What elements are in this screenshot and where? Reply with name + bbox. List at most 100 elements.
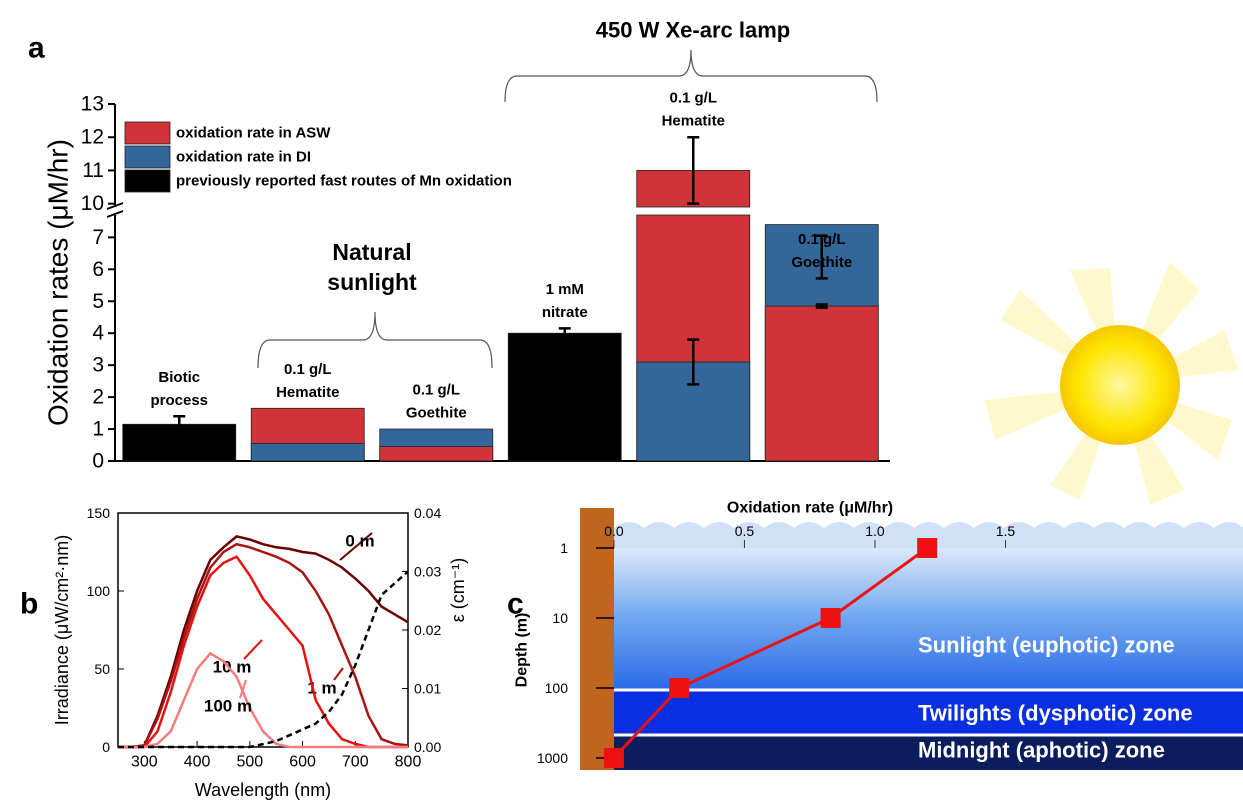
category-label: Hematite <box>276 384 339 401</box>
category-label: Biotic <box>158 369 200 386</box>
label-arrow <box>333 667 344 681</box>
series-label: 0 m <box>345 532 374 551</box>
series-line <box>118 651 408 749</box>
x-tick-label: 500 <box>236 754 263 771</box>
y-tick-label: 13 <box>81 93 104 116</box>
legend-label: oxidation rate in DI <box>176 149 311 166</box>
y-tick-label: 10 <box>552 610 568 626</box>
category-label: 0.1 g/L <box>798 231 846 248</box>
category-label: 0.1 g/L <box>669 90 717 107</box>
category-label: process <box>150 392 208 409</box>
data-point <box>603 748 624 768</box>
y2-tick-label: 0.03 <box>414 564 441 580</box>
y2-tick-label: 0.04 <box>414 505 441 521</box>
y-tick-label: 0 <box>92 450 104 473</box>
panel-label: a <box>28 32 45 65</box>
x-tick-label: 0.0 <box>604 523 624 539</box>
x-tick-label: 1.5 <box>996 523 1016 539</box>
legend-label: oxidation rate in ASW <box>176 125 331 142</box>
y2-tick-label: 0.02 <box>414 622 441 638</box>
series-line <box>118 570 409 749</box>
ocean-background <box>580 508 1243 770</box>
label-arrow <box>339 532 373 561</box>
x-tick-label: 400 <box>184 754 211 771</box>
error-bar <box>687 338 700 386</box>
data-point <box>669 678 690 698</box>
y-tick-label: 2 <box>92 386 104 409</box>
group-brace <box>504 49 878 103</box>
category-label: 1 mM <box>546 281 584 298</box>
category-label: 0.1 g/L <box>284 361 332 378</box>
y2-tick-label: 0.01 <box>414 681 441 697</box>
legend-swatch <box>124 169 171 193</box>
data-point <box>820 608 841 628</box>
x-tick-label: 0.5 <box>735 523 755 539</box>
y2-axis-label: ε (cm⁻¹) <box>448 558 468 623</box>
y-tick-label: 50 <box>94 661 110 677</box>
y-tick-label: 7 <box>92 226 104 249</box>
category-label: Hematite <box>662 113 725 130</box>
x-tick-label: 1.0 <box>865 523 885 539</box>
x-axis-label: Wavelength (nm) <box>195 780 331 800</box>
error-bar <box>815 303 828 309</box>
category-label: Goethite <box>406 405 467 422</box>
x-tick-label: 800 <box>395 754 422 771</box>
group-label: 450 W Xe-arc lamp <box>596 18 790 43</box>
bar <box>764 305 879 462</box>
series-line <box>118 535 409 749</box>
series-line <box>118 555 408 749</box>
error-bar <box>173 415 186 434</box>
sun <box>985 262 1238 505</box>
panel-label: b <box>20 588 38 621</box>
x-tick-label: 700 <box>342 754 369 771</box>
bar <box>250 443 365 462</box>
y-tick-label: 5 <box>92 290 104 313</box>
y-tick-label: 4 <box>92 322 104 345</box>
category-label: nitrate <box>542 304 588 321</box>
y-tick-label: 10 <box>81 192 104 215</box>
y-tick-label: 0 <box>102 739 110 755</box>
legend-swatch <box>124 145 171 169</box>
series-label: 10 m <box>213 658 252 677</box>
series-label: 100 m <box>204 697 252 716</box>
bar <box>379 446 494 462</box>
y-axis-label: Irradiance (μW/cm²·nm) <box>52 535 72 725</box>
error-bar <box>815 234 828 280</box>
y-tick-label: 1000 <box>537 750 568 766</box>
y-axis-label: Oxidation rates (μM/hr) <box>43 139 74 426</box>
y-tick-label: 12 <box>81 126 104 149</box>
category-label: 0.1 g/L <box>412 382 460 399</box>
series-line <box>118 542 409 749</box>
y-tick-label: 100 <box>87 583 111 599</box>
group-label: Natural <box>332 239 411 265</box>
y-tick-label: 11 <box>82 159 104 182</box>
legend-swatch <box>124 121 171 145</box>
x-axis-label: Oxidation rate (μM/hr) <box>727 500 893 517</box>
x-tick-label: 600 <box>289 754 316 771</box>
y-tick-label: 6 <box>92 258 104 281</box>
zone-label: Sunlight (euphotic) zone <box>918 633 1175 658</box>
y-tick-label: 100 <box>545 680 569 696</box>
y-tick-label: 150 <box>87 505 111 521</box>
axis-break <box>106 202 124 218</box>
y-tick-label: 3 <box>92 354 104 377</box>
zone-label: Midnight (aphotic) zone <box>918 738 1165 763</box>
legend-label: previously reported fast routes of Mn ox… <box>176 173 512 190</box>
data-point <box>917 538 938 558</box>
panel-label: c <box>507 588 524 621</box>
zone-label: Twilights (dysphotic) zone <box>918 701 1193 726</box>
group-brace <box>257 311 493 369</box>
category-label: Goethite <box>791 254 852 271</box>
group-label: sunlight <box>327 269 417 295</box>
y-tick-label: 1 <box>560 540 568 556</box>
label-arrow <box>243 639 263 660</box>
y-tick-label: 1 <box>92 418 104 441</box>
error-bar <box>687 135 700 205</box>
x-tick-label: 300 <box>131 754 158 771</box>
depth-line <box>612 546 929 760</box>
error-bar <box>558 327 571 340</box>
label-arrow <box>239 679 247 699</box>
y2-tick-label: 0.00 <box>414 739 441 755</box>
